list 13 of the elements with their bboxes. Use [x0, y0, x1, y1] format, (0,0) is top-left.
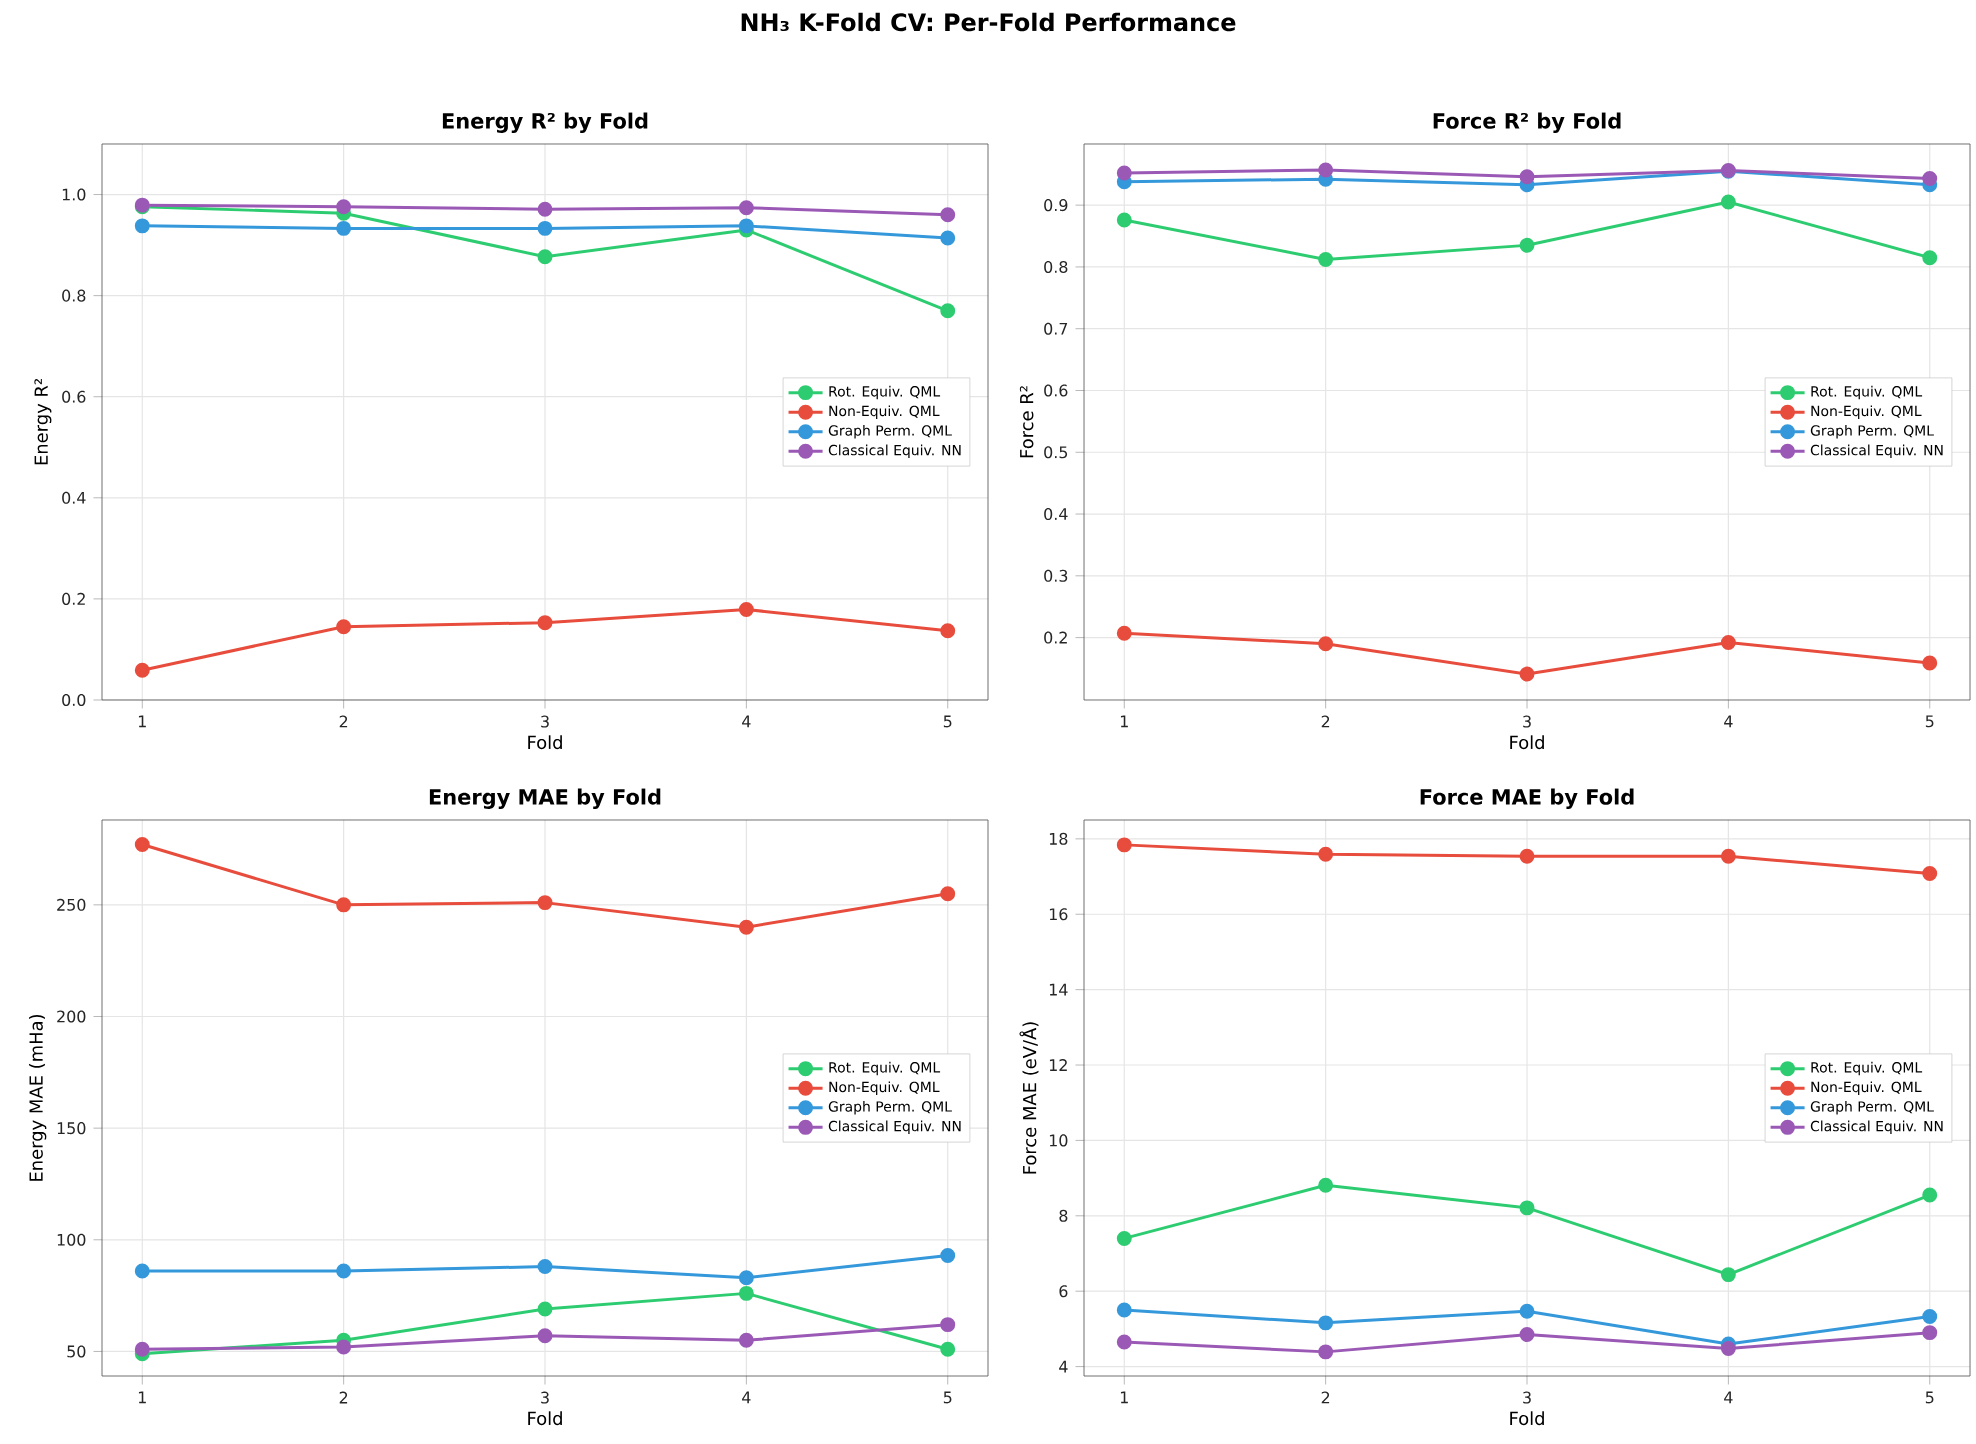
x-axis-title: Fold	[1510, 1411, 1544, 1426]
x-axis-title: Fold	[528, 1411, 562, 1426]
chart-title: Force MAE by Fold	[1420, 788, 1634, 809]
x-axis-title: Fold	[528, 735, 562, 750]
y-axis-title: Energy MAE (mHa)	[28, 1014, 47, 1181]
chart-title: Energy R² by Fold	[442, 112, 648, 133]
chart-title: Force R² by Fold	[1433, 112, 1621, 133]
x-axis-title: Fold	[1510, 735, 1544, 750]
y-axis-title: Energy R²	[34, 379, 52, 465]
chart-title: Energy MAE by Fold	[429, 788, 661, 809]
text: NH₃ K-Fold CV: Per-Fold Performance	[741, 12, 1236, 32]
y-axis-title: Force R²	[1019, 386, 1034, 458]
y-axis-title: Force MAE (eV/Å)	[1019, 1022, 1039, 1174]
